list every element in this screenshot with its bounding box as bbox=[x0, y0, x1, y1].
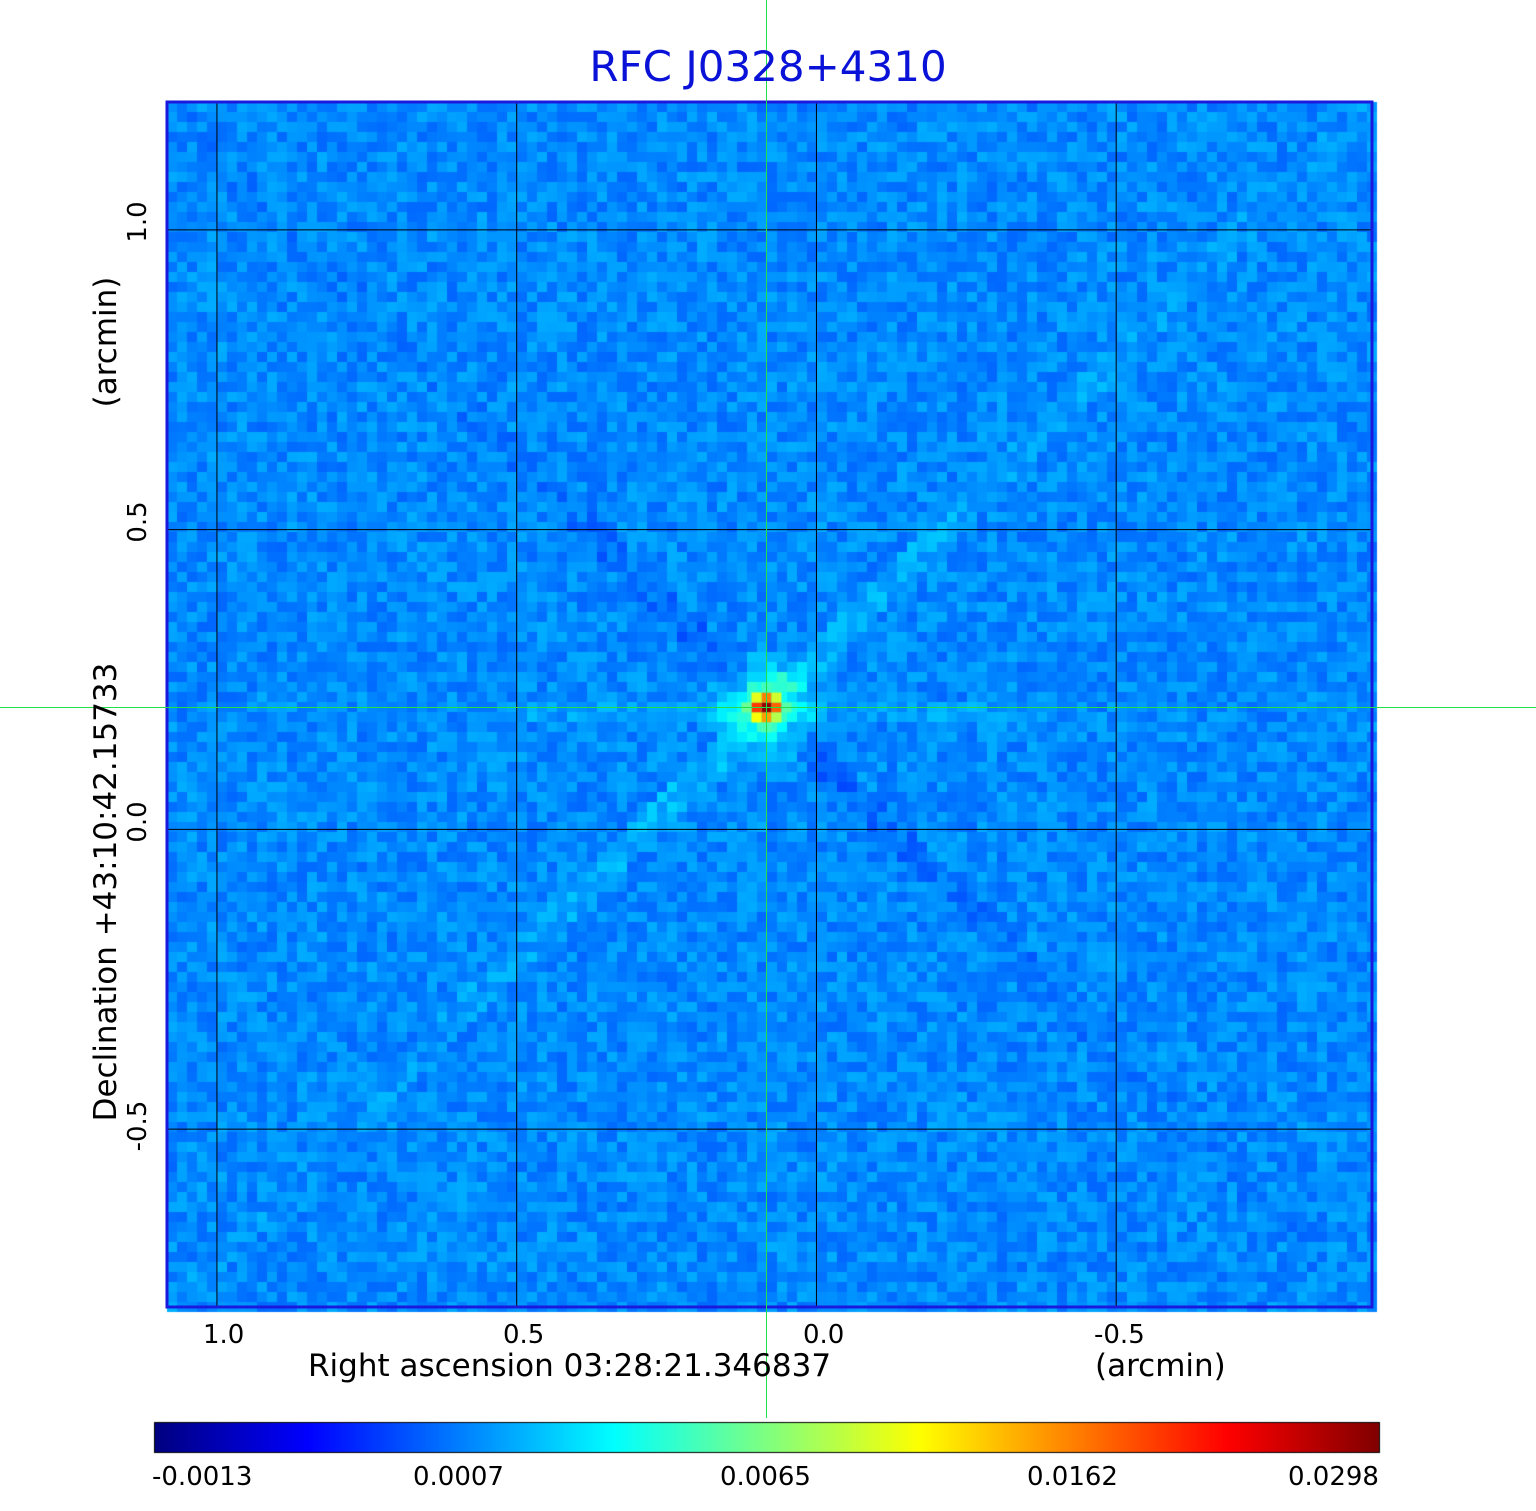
x-tick-label: -0.5 bbox=[1094, 1320, 1145, 1350]
y-tick-label: -0.5 bbox=[123, 1100, 153, 1152]
colorbar-tick-label: 0.0007 bbox=[413, 1462, 504, 1492]
y-tick-label: 1.0 bbox=[123, 201, 153, 243]
x-axis-unit: (arcmin) bbox=[1095, 1348, 1226, 1384]
x-axis-label: Right ascension 03:28:21.346837 bbox=[308, 1348, 832, 1384]
colorbar-tick-label: 0.0298 bbox=[1288, 1462, 1379, 1492]
chart-title: RFC J0328+4310 bbox=[589, 42, 947, 91]
colorbar-tick-label: 0.0162 bbox=[1027, 1462, 1118, 1492]
x-tick-label: 0.0 bbox=[803, 1320, 845, 1350]
y-tick-label: 0.5 bbox=[123, 501, 153, 543]
x-tick-label: 1.0 bbox=[203, 1320, 245, 1350]
colorbar-tick-label: 0.0065 bbox=[720, 1462, 811, 1492]
y-axis-unit: (arcmin) bbox=[88, 276, 124, 408]
plot-frame bbox=[165, 100, 1374, 1309]
colorbar-tick-label: -0.0013 bbox=[152, 1462, 253, 1492]
y-axis-label: Declination +43:10:42.15733 bbox=[88, 662, 124, 1122]
y-tick-label: 0.0 bbox=[123, 801, 153, 843]
x-tick-label: 0.5 bbox=[503, 1320, 545, 1350]
